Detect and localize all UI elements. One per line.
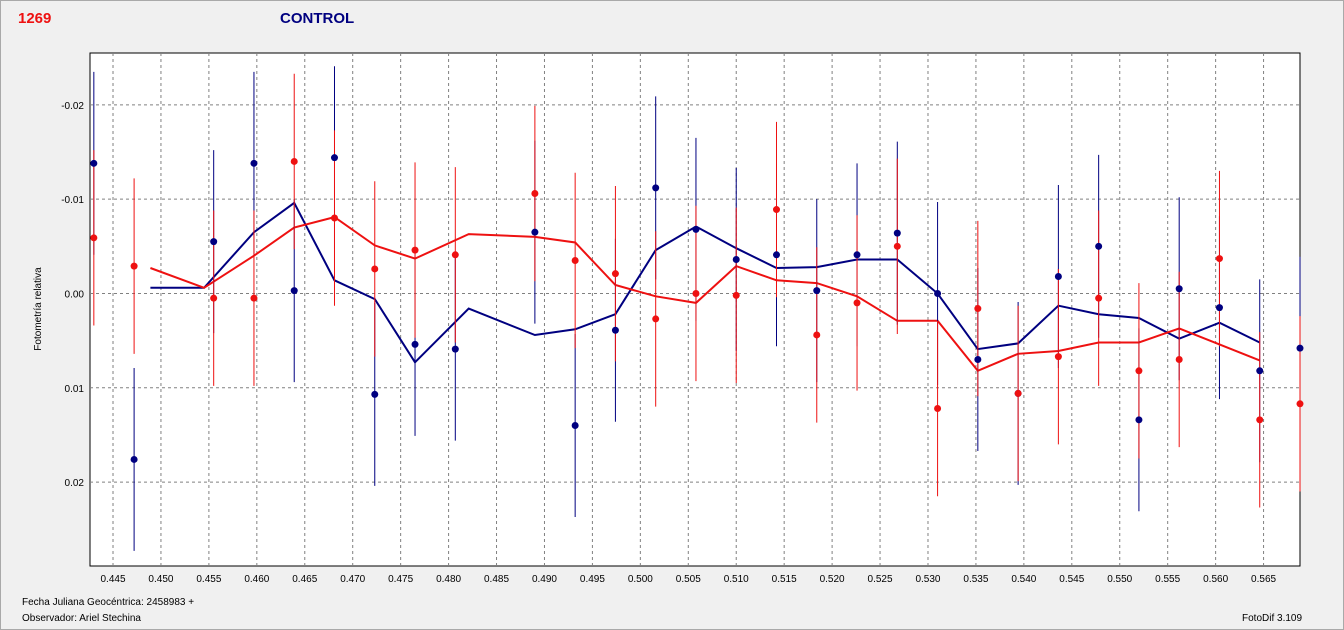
x-axis: 0.445 0.450 0.455 0.460 0.465 0.470 0.475 0.480… [100,574,1276,585]
data-point-0 [692,225,700,233]
y-axis-label: Fotometría relativa [33,267,44,351]
data-point-1 [571,256,579,264]
x-tick-label: 0.555 [1155,574,1180,585]
data-point-0 [411,340,419,348]
data-point-1 [90,234,98,242]
x-tick-label: 0.525 [868,574,893,585]
data-point-0 [371,390,379,398]
data-point-0 [1175,285,1183,293]
x-tick-label: 0.560 [1203,574,1228,585]
y-axis: -0.02 -0.01 0.00 0.01 0.02 [61,101,84,489]
data-point-0 [652,184,660,192]
x-tick-label: 0.505 [676,574,701,585]
data-point-0 [1215,304,1223,312]
data-point-1 [652,315,660,323]
data-point-0 [853,251,861,259]
data-point-0 [130,455,138,463]
data-point-0 [290,287,298,295]
julian-date-label: Fecha Juliana Geocéntrica: 2458983 + [22,597,195,608]
data-point-0 [974,355,982,363]
series-title: CONTROL [280,10,355,27]
data-point-1 [813,331,821,339]
x-tick-label: 0.460 [244,574,269,585]
x-tick-label: 0.515 [772,574,797,585]
x-tick-label: 0.445 [100,574,125,585]
data-point-1 [411,246,419,254]
x-tick-label: 0.470 [340,574,365,585]
x-tick-label: 0.545 [1059,574,1084,585]
x-tick-label: 0.500 [628,574,653,585]
x-tick-label: 0.530 [915,574,940,585]
data-point-0 [250,159,258,167]
data-point-1 [250,294,258,302]
data-point-1 [772,206,780,214]
data-point-1 [732,291,740,299]
y-tick-label: 0.01 [65,384,85,395]
x-tick-label: 0.495 [580,574,605,585]
data-point-1 [130,262,138,270]
x-tick-label: 0.480 [436,574,461,585]
x-tick-label: 0.535 [963,574,988,585]
data-point-0 [451,345,459,353]
x-tick-label: 0.490 [532,574,557,585]
x-tick-label: 0.455 [196,574,221,585]
data-point-0 [772,251,780,259]
data-point-1 [330,214,338,222]
data-point-0 [1095,242,1103,250]
data-point-0 [90,159,98,167]
data-point-1 [1256,416,1264,424]
data-point-1 [210,294,218,302]
data-point-1 [692,289,700,297]
x-tick-label: 0.510 [724,574,749,585]
data-point-0 [210,238,218,246]
data-point-0 [1135,416,1143,424]
data-point-1 [1095,294,1103,302]
plot-area [89,52,1301,567]
data-point-1 [974,305,982,313]
data-point-0 [1296,344,1304,352]
observer-label: Observador: Ariel Stechina [22,613,141,624]
data-point-1 [451,251,459,259]
data-point-1 [371,265,379,273]
x-tick-label: 0.565 [1251,574,1276,585]
data-point-0 [813,287,821,295]
data-point-1 [1175,355,1183,363]
data-point-0 [531,228,539,236]
data-point-0 [1054,272,1062,280]
x-tick-label: 0.475 [388,574,413,585]
data-point-1 [853,299,861,307]
x-tick-label: 0.550 [1107,574,1132,585]
y-tick-label: -0.02 [61,101,84,112]
y-tick-label: -0.01 [61,195,84,206]
x-tick-label: 0.540 [1011,574,1036,585]
data-point-0 [330,154,338,162]
data-point-0 [934,289,942,297]
data-point-1 [611,270,619,278]
x-tick-label: 0.465 [292,574,317,585]
data-point-1 [1054,353,1062,361]
y-tick-label: 0.00 [65,289,85,300]
data-point-0 [611,326,619,334]
data-points [90,154,1304,463]
data-point-1 [934,405,942,413]
data-point-0 [571,421,579,429]
data-point-1 [290,157,298,165]
software-version: FotoDif 3.109 [1242,613,1303,624]
data-point-0 [893,229,901,237]
x-tick-label: 0.450 [148,574,173,585]
data-point-1 [1135,367,1143,375]
data-point-1 [1014,389,1022,397]
x-tick-label: 0.520 [820,574,845,585]
data-point-1 [1215,255,1223,263]
y-tick-label: 0.02 [65,478,85,489]
data-point-0 [732,256,740,264]
data-point-0 [1256,367,1264,375]
star-id-label: 1269 [18,10,52,27]
x-tick-label: 0.485 [484,574,509,585]
data-point-1 [1296,400,1304,408]
data-point-1 [531,190,539,198]
data-point-1 [893,242,901,250]
